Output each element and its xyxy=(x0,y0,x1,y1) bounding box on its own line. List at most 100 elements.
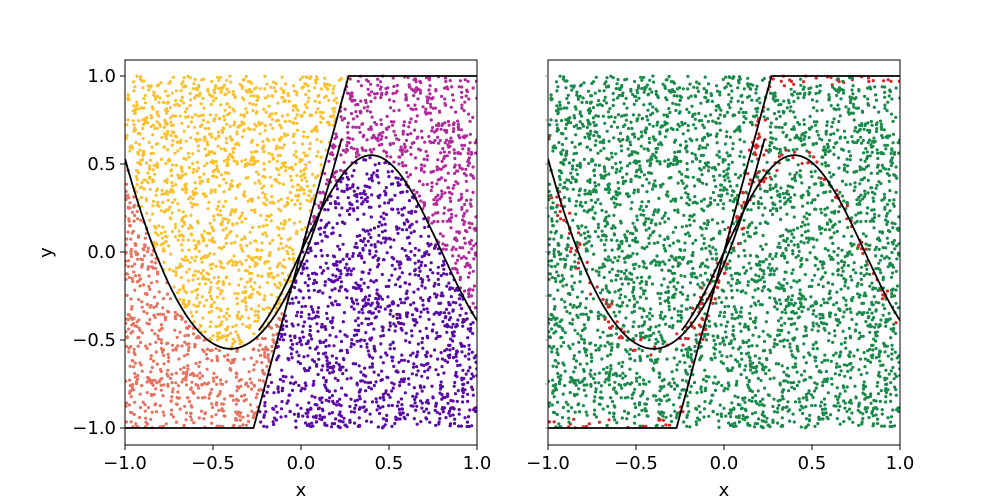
scatter-point xyxy=(260,186,264,190)
scatter-point xyxy=(386,304,390,308)
scatter-point xyxy=(799,77,803,81)
scatter-point xyxy=(125,237,129,241)
scatter-point xyxy=(255,360,259,364)
scatter-point xyxy=(470,385,474,389)
scatter-point xyxy=(435,127,439,131)
scatter-point xyxy=(435,331,439,335)
scatter-point xyxy=(842,420,846,424)
scatter-point xyxy=(169,252,173,256)
scatter-point xyxy=(372,171,376,175)
scatter-point xyxy=(125,250,128,254)
scatter-point xyxy=(837,107,841,111)
scatter-point xyxy=(770,257,775,261)
scatter-point xyxy=(299,186,304,190)
scatter-point xyxy=(307,422,311,426)
scatter-point xyxy=(335,187,339,191)
scatter-point xyxy=(353,399,357,403)
scatter-point xyxy=(369,127,373,131)
scatter-point xyxy=(468,365,472,370)
scatter-point xyxy=(359,196,364,200)
scatter-point xyxy=(245,280,249,284)
scatter-point xyxy=(673,387,677,391)
scatter-point xyxy=(186,151,191,155)
scatter-point xyxy=(133,243,137,247)
scatter-point xyxy=(417,194,422,198)
scatter-point xyxy=(702,407,707,411)
scatter-point xyxy=(377,309,381,314)
scatter-point xyxy=(357,390,361,394)
scatter-point xyxy=(253,181,257,185)
scatter-point xyxy=(244,258,248,262)
scatter-point xyxy=(211,262,215,266)
scatter-point xyxy=(205,382,209,386)
scatter-point xyxy=(843,284,847,288)
scatter-point xyxy=(408,241,412,245)
scatter-point xyxy=(594,415,599,419)
scatter-point xyxy=(194,310,199,314)
scatter-point xyxy=(459,192,463,196)
scatter-point xyxy=(139,195,144,200)
scatter-point xyxy=(320,407,324,411)
scatter-point xyxy=(365,342,369,346)
scatter-point xyxy=(467,271,472,275)
scatter-point xyxy=(466,327,470,331)
scatter-point xyxy=(616,181,620,185)
scatter-point xyxy=(771,206,775,211)
scatter-point xyxy=(194,255,198,259)
scatter-point xyxy=(405,171,409,175)
x-tick-label: −1.0 xyxy=(103,453,147,474)
scatter-point xyxy=(164,239,168,243)
scatter-point xyxy=(550,403,554,407)
scatter-point xyxy=(697,111,701,115)
scatter-point xyxy=(306,341,310,345)
scatter-point xyxy=(210,303,214,307)
scatter-point xyxy=(653,154,657,158)
scatter-point xyxy=(417,266,421,270)
scatter-point xyxy=(275,144,279,148)
scatter-point xyxy=(574,151,579,155)
scatter-point xyxy=(471,301,475,305)
scatter-point xyxy=(190,205,194,209)
scatter-point xyxy=(439,274,443,278)
scatter-point xyxy=(471,86,475,90)
scatter-point xyxy=(347,267,351,271)
scatter-point xyxy=(291,248,295,252)
scatter-point xyxy=(364,389,368,393)
scatter-point xyxy=(131,229,135,233)
scatter-point xyxy=(246,414,250,418)
scatter-point xyxy=(574,199,579,203)
scatter-point xyxy=(293,221,297,225)
scatter-point xyxy=(744,269,749,273)
scatter-point xyxy=(180,219,184,223)
scatter-point xyxy=(327,123,331,127)
scatter-point xyxy=(807,418,812,422)
scatter-point xyxy=(153,231,158,235)
scatter-point xyxy=(288,301,292,305)
scatter-point xyxy=(366,87,370,91)
scatter-point xyxy=(438,110,442,114)
scatter-point xyxy=(256,274,260,278)
scatter-point xyxy=(324,234,328,238)
scatter-point xyxy=(730,96,734,100)
scatter-point xyxy=(308,324,312,328)
scatter-point xyxy=(875,148,879,152)
scatter-point xyxy=(407,235,411,239)
scatter-point xyxy=(396,231,400,235)
scatter-point xyxy=(306,273,310,277)
scatter-point xyxy=(472,244,476,248)
scatter-point xyxy=(667,107,671,111)
scatter-point xyxy=(438,251,442,256)
scatter-point xyxy=(569,181,573,185)
scatter-point xyxy=(296,360,300,364)
scatter-point xyxy=(278,146,282,150)
scatter-point xyxy=(728,135,733,139)
scatter-point xyxy=(125,317,128,321)
scatter-point xyxy=(468,408,472,412)
scatter-point xyxy=(449,208,453,212)
scatter-point xyxy=(261,347,265,351)
scatter-point xyxy=(219,173,223,177)
scatter-point xyxy=(757,417,761,421)
scatter-point xyxy=(203,147,207,151)
scatter-point xyxy=(364,149,368,153)
scatter-point xyxy=(214,113,218,117)
